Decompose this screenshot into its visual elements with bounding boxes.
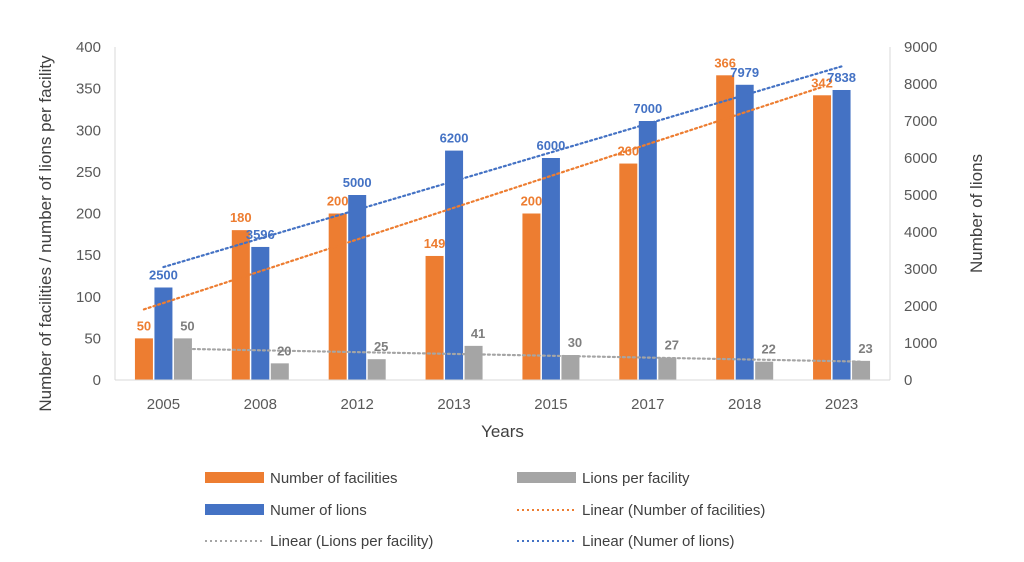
legend-label-number-of-facilities: Number of facilities <box>270 470 398 487</box>
y-right-tick-label: 8000 <box>904 76 937 93</box>
y-right-tick-label: 7000 <box>904 113 937 130</box>
bar-numer-of-lions-2023 <box>832 89 851 380</box>
data-label-number-of-facilities: 180 <box>230 210 252 225</box>
legend-label-linear-number-of-facilities: Linear (Number of facilities) <box>582 502 765 519</box>
bar-lions-per-facility-2023 <box>852 360 871 380</box>
data-label-number-of-facilities: 260 <box>617 144 639 159</box>
data-label-number-of-facilities: 50 <box>137 318 151 333</box>
bar-lions-per-facility-2018 <box>755 361 774 380</box>
data-label-lions-per-facility: 41 <box>471 326 485 341</box>
trendline-linear-lions-per-facility <box>181 347 863 363</box>
bar-numer-of-lions-2005 <box>154 287 173 380</box>
x-tick-label: 2005 <box>147 396 180 413</box>
bar-number-of-facilities-2017 <box>619 163 638 380</box>
legend-swatch-numer-of-lions <box>205 504 264 515</box>
data-label-numer-of-lions: 7000 <box>633 101 662 116</box>
bar-lions-per-facility-2017 <box>658 357 677 380</box>
data-label-numer-of-lions: 6200 <box>440 131 469 146</box>
legend-swatch-lions-per-facility <box>517 472 576 483</box>
y-right-tick-label: 5000 <box>904 187 937 204</box>
trendlines <box>142 65 863 363</box>
x-tick-label: 2015 <box>534 396 567 413</box>
y-right-tick-label: 0 <box>904 372 912 389</box>
data-label-numer-of-lions: 7979 <box>730 65 759 80</box>
y-left-tick-label: 350 <box>76 81 101 98</box>
y-left-tick-label: 0 <box>93 372 101 389</box>
legend-label-lions-per-facility: Lions per facility <box>582 470 690 487</box>
legend-label-numer-of-lions: Numer of lions <box>270 502 367 519</box>
data-label-number-of-facilities: 200 <box>327 194 349 209</box>
data-label-lions-per-facility: 27 <box>665 338 679 353</box>
bars <box>134 75 871 381</box>
y-right-axis-title: Number of lions <box>967 154 986 273</box>
bar-numer-of-lions-2008 <box>251 246 270 380</box>
data-label-lions-per-facility: 25 <box>374 339 388 354</box>
y-right-tick-label: 9000 <box>904 39 937 56</box>
bar-number-of-facilities-2023 <box>813 95 832 380</box>
y-left-tick-label: 50 <box>84 330 101 347</box>
y-left-tick-label: 150 <box>76 247 101 264</box>
trendline-linear-number-of-facilities <box>142 85 824 311</box>
axes: 0501001502002503003504000100020003000400… <box>36 39 986 441</box>
x-tick-label: 2018 <box>728 396 761 413</box>
bar-numer-of-lions-2018 <box>735 84 754 380</box>
bar-number-of-facilities-2005 <box>134 338 153 380</box>
bar-number-of-facilities-2018 <box>716 75 735 381</box>
data-labels: 50 180 200 149 200 260 366 342 2500 3596 5000 6200 6… <box>137 55 873 358</box>
bar-number-of-facilities-2008 <box>231 230 250 380</box>
data-label-number-of-facilities: 366 <box>714 55 736 70</box>
data-label-number-of-facilities: 200 <box>521 194 543 209</box>
trendline-linear-numer-of-lions <box>162 65 843 269</box>
bar-lions-per-facility-2013 <box>464 345 483 380</box>
y-left-tick-label: 100 <box>76 289 101 306</box>
x-tick-label: 2017 <box>631 396 664 413</box>
x-tick-label: 2008 <box>244 396 277 413</box>
y-right-tick-label: 3000 <box>904 261 937 278</box>
legend: Number of facilities Lions per facility Nu… <box>205 470 765 550</box>
data-label-lions-per-facility: 50 <box>180 318 194 333</box>
y-left-tick-label: 300 <box>76 122 101 139</box>
bar-numer-of-lions-2015 <box>541 158 560 380</box>
y-left-tick-label: 200 <box>76 206 101 223</box>
x-tick-label: 2012 <box>341 396 374 413</box>
data-label-lions-per-facility: 30 <box>568 335 582 350</box>
data-label-numer-of-lions: 5000 <box>343 175 372 190</box>
data-label-number-of-facilities: 342 <box>811 75 833 90</box>
data-label-number-of-facilities: 149 <box>424 236 446 251</box>
data-label-lions-per-facility: 23 <box>858 341 872 356</box>
y-left-axis-title: Number of facilities / number of lions p… <box>36 55 55 412</box>
data-label-lions-per-facility: 22 <box>761 342 775 357</box>
y-left-tick-label: 400 <box>76 39 101 56</box>
y-left-tick-label: 250 <box>76 164 101 181</box>
x-tick-label: 2013 <box>437 396 470 413</box>
legend-label-linear-numer-of-lions: Linear (Numer of lions) <box>582 533 735 550</box>
y-right-tick-label: 1000 <box>904 335 937 352</box>
data-label-numer-of-lions: 3596 <box>246 227 275 242</box>
bar-lions-per-facility-2015 <box>561 355 580 380</box>
y-right-tick-label: 4000 <box>904 224 937 241</box>
y-right-tick-label: 6000 <box>904 150 937 167</box>
data-label-lions-per-facility: 20 <box>277 343 291 358</box>
x-axis-title: Years <box>481 422 524 441</box>
bar-lions-per-facility-2005 <box>173 338 192 380</box>
data-label-numer-of-lions: 2500 <box>149 268 178 283</box>
bar-numer-of-lions-2017 <box>638 121 657 380</box>
legend-label-linear-lions-per-facility: Linear (Lions per facility) <box>270 533 433 550</box>
data-label-numer-of-lions: 7838 <box>827 70 856 85</box>
bar-numer-of-lions-2013 <box>445 150 464 380</box>
y-right-tick-label: 2000 <box>904 298 937 315</box>
bar-lions-per-facility-2008 <box>270 363 289 380</box>
bar-lions-per-facility-2012 <box>367 359 386 380</box>
legend-swatch-number-of-facilities <box>205 472 264 483</box>
data-label-numer-of-lions: 6000 <box>536 138 565 153</box>
bar-number-of-facilities-2013 <box>425 255 444 380</box>
bar-number-of-facilities-2015 <box>522 213 541 380</box>
bar-number-of-facilities-2012 <box>328 213 347 380</box>
x-tick-label: 2023 <box>825 396 858 413</box>
